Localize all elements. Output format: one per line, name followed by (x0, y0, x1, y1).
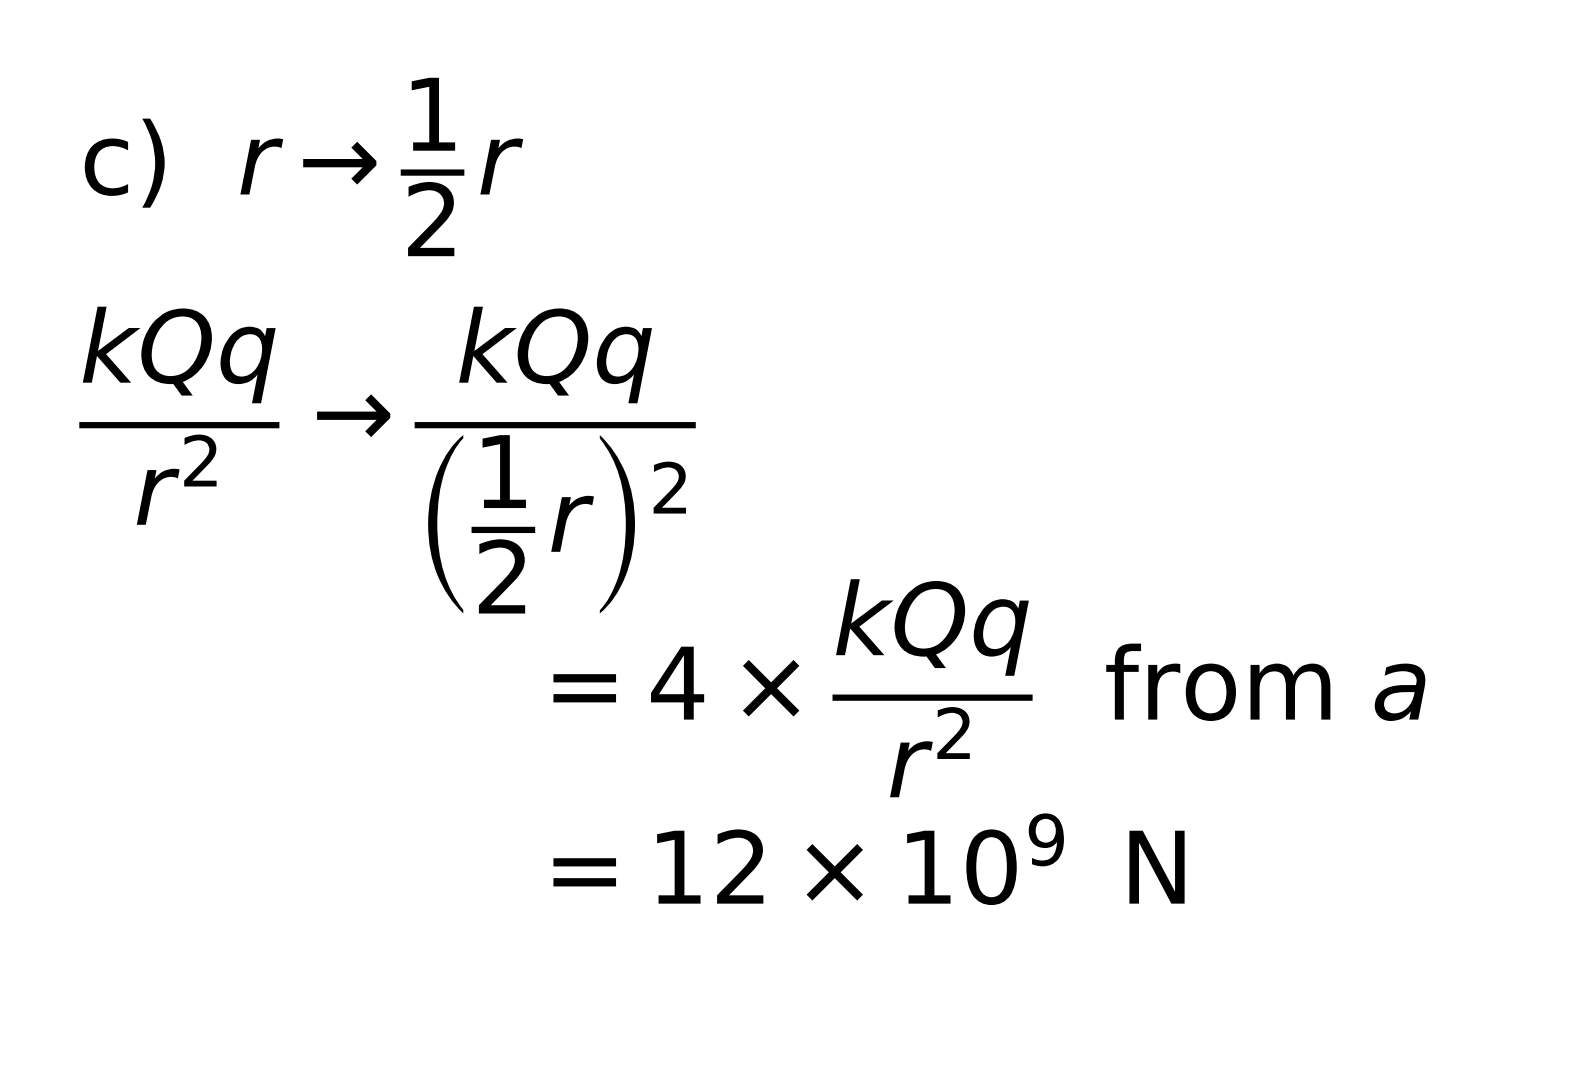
Text: $= 12 \times 10^{9}\,$ N: $= 12 \times 10^{9}\,$ N (523, 828, 1186, 925)
Text: $\dfrac{kQq}{r^2} \rightarrow \dfrac{kQq}{\left(\dfrac{1}{2}r\right)^2}$: $\dfrac{kQq}{r^2} \rightarrow \dfrac{kQq… (79, 305, 698, 616)
Text: c)  $r \rightarrow \dfrac{1}{2}r$: c) $r \rightarrow \dfrac{1}{2}r$ (79, 76, 525, 258)
Text: $= 4 \times \dfrac{kQq}{r^2}\;$ from $a$: $= 4 \times \dfrac{kQq}{r^2}\;$ from $a$ (523, 578, 1427, 800)
